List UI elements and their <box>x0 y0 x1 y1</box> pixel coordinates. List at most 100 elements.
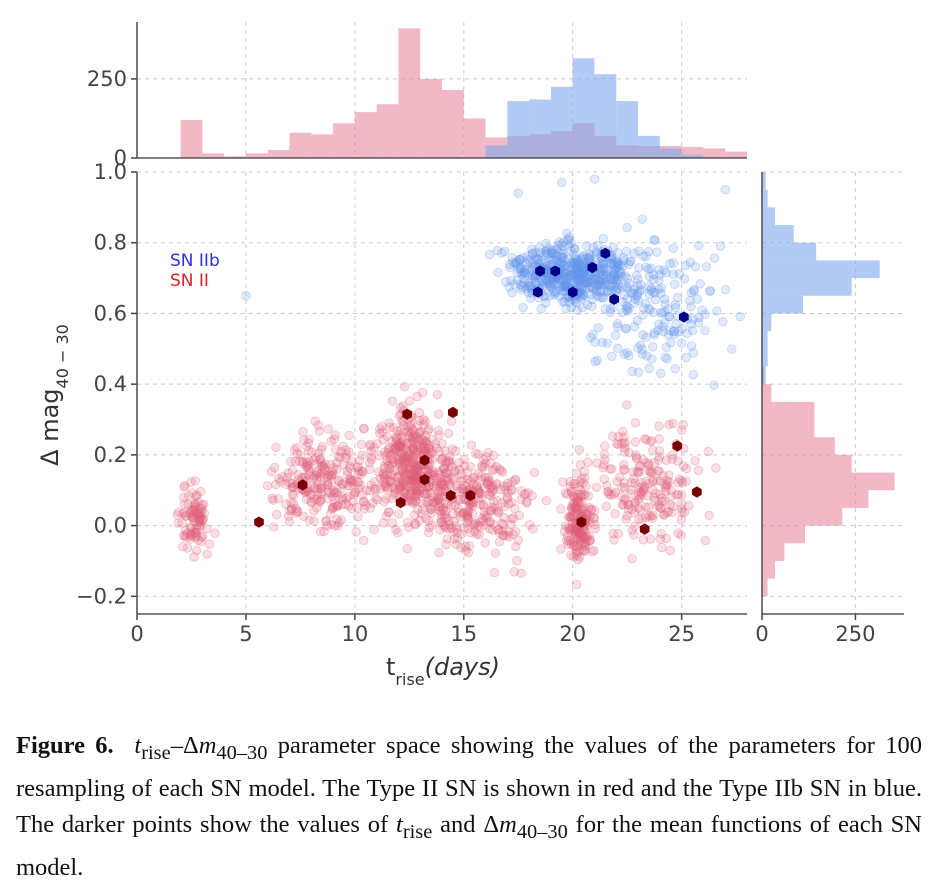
sn-ii-resample-point <box>323 472 333 482</box>
sn-ii-resample-point <box>188 513 199 523</box>
sn-ii-resample-point <box>343 501 354 511</box>
sn-ii-resample-point <box>599 441 610 451</box>
sn-ii-resample-point <box>289 489 299 500</box>
sn-ii-resample-point <box>351 527 361 537</box>
sn-ii-resample-point <box>436 517 446 527</box>
sn-ii-resample-point <box>433 493 444 504</box>
sn-ii-resample-point <box>378 435 389 445</box>
sn-ii-resample-point <box>450 446 461 456</box>
sn-ii-resample-point <box>475 522 485 532</box>
sn-ii-resample-point <box>457 476 467 486</box>
sn-ii-resample-point <box>198 514 208 524</box>
sn-ii-resample-point <box>648 445 658 456</box>
sn-ii-resample-point <box>386 469 396 479</box>
legend-entry-iib: SN IIb <box>170 251 220 271</box>
sn-iib-resample-point <box>621 281 631 291</box>
sn-ii-resample-point <box>656 503 666 513</box>
sn-iib-resample-point <box>521 268 532 279</box>
sn-ii-resample-point <box>357 490 368 500</box>
right-hist-bar <box>762 543 785 561</box>
sn-ii-resample-point <box>427 520 437 530</box>
sn-ii-resample-point <box>410 482 420 492</box>
sn-ii-resample-point <box>361 485 372 496</box>
sn-ii-resample-point <box>177 542 188 552</box>
sn-ii-resample-point <box>333 475 344 485</box>
sn-ii-resample-point <box>556 504 566 514</box>
sn-ii-resample-point <box>305 466 315 476</box>
sn-ii-resample-point <box>317 486 328 497</box>
sn-ii-resample-point <box>436 479 446 489</box>
sn-ii-resample-point <box>462 509 472 519</box>
y-axis-label-prefix: Δ mag <box>36 388 64 465</box>
sn-ii-resample-point <box>178 508 188 519</box>
sn-ii-resample-point <box>433 409 444 419</box>
sn-ii-resample-point <box>292 448 303 459</box>
sn-ii-resample-point <box>349 489 359 500</box>
sn-ii-resample-point <box>382 431 392 442</box>
sn-iib-resample-point <box>572 256 582 266</box>
sn-ii-resample-point <box>329 434 339 445</box>
sn-ii-resample-point <box>341 453 351 463</box>
sn-ii-resample-point <box>467 500 477 510</box>
sn-ii-resample-point <box>395 440 406 451</box>
sn-ii-resample-point <box>302 459 313 469</box>
sn-ii-resample-point <box>359 423 369 434</box>
sn-ii-resample-point <box>432 473 443 483</box>
sn-ii-resample-point <box>299 435 309 445</box>
sn-ii-resample-point <box>407 497 418 507</box>
sn-ii-resample-point <box>483 447 493 458</box>
sn-ii-resample-point <box>409 443 419 454</box>
sn-ii-resample-point <box>635 487 645 497</box>
sn-iib-resample-point <box>633 367 644 377</box>
sn-ii-resample-point <box>414 427 425 437</box>
sn-ii-resample-point <box>352 502 362 513</box>
sn-iib-resample-point <box>639 303 649 313</box>
sn-ii-resample-point <box>643 502 654 512</box>
sn-ii-resample-point <box>476 488 486 499</box>
sn-ii-resample-point <box>412 441 423 451</box>
sn-ii-resample-point <box>312 484 323 494</box>
sn-ii-resample-point <box>500 502 510 512</box>
sn-ii-resample-point <box>327 466 337 477</box>
sn-ii-resample-point <box>424 522 434 533</box>
sn-iib-resample-point <box>655 270 665 280</box>
sn-ii-resample-point <box>418 435 428 446</box>
sn-ii-resample-point <box>395 442 405 452</box>
sn-ii-resample-point <box>444 456 455 466</box>
sn-ii-resample-point <box>478 500 489 510</box>
right-hist-bar <box>762 490 869 508</box>
sn-ii-resample-point <box>393 457 404 467</box>
sn-ii-resample-point <box>619 447 630 457</box>
sn-iib-resample-point <box>613 343 623 354</box>
sn-ii-resample-point <box>187 511 197 521</box>
sn-ii-resample-point <box>421 443 431 454</box>
sn-ii-resample-point <box>578 531 588 541</box>
sn-ii-resample-point <box>319 526 329 537</box>
sn-ii-resample-point <box>405 465 415 475</box>
sn-ii-resample-point <box>341 445 351 455</box>
sn-ii-resample-point <box>403 451 414 462</box>
sn-ii-resample-point <box>325 508 336 519</box>
sn-ii-resample-point <box>332 502 342 512</box>
sn-ii-resample-point <box>303 461 313 471</box>
sn-ii-resample-point <box>423 527 434 538</box>
sn-ii-resample-point <box>439 509 450 519</box>
sn-ii-resample-point <box>379 471 389 482</box>
sn-ii-resample-point <box>458 508 468 518</box>
sn-ii-resample-point <box>571 468 582 479</box>
sn-ii-resample-point <box>411 486 421 496</box>
sn-ii-resample-point <box>456 529 467 539</box>
sn-ii-resample-point <box>187 530 197 540</box>
sn-ii-resample-point <box>317 461 327 471</box>
sn-ii-resample-point <box>398 401 408 411</box>
sn-ii-resample-point <box>364 458 375 468</box>
sn-ii-resample-point <box>400 464 411 474</box>
sn-ii-resample-point <box>434 482 445 492</box>
sn-ii-resample-point <box>435 501 445 512</box>
sn-ii-resample-point <box>186 531 196 541</box>
sn-ii-resample-point <box>406 423 416 433</box>
sn-ii-resample-point <box>344 430 354 441</box>
sn-ii-resample-point <box>313 420 324 430</box>
sn-ii-resample-point <box>417 438 428 448</box>
sn-iib-resample-point <box>709 380 719 390</box>
